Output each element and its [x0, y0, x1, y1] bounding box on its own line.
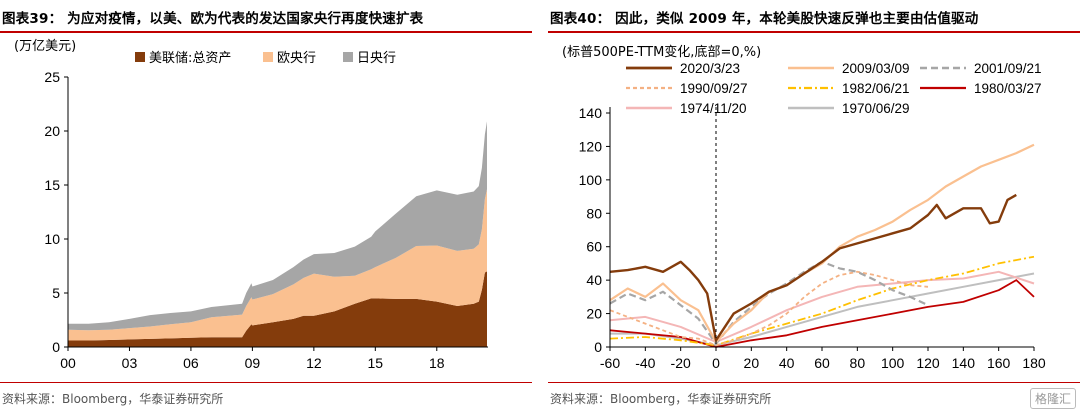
- left-title-rule: [0, 31, 532, 33]
- left-figure-title: 图表39： 为应对疫情，以美、欧为代表的发达国家央行再度快速扩表: [2, 11, 424, 27]
- left-x-tick-label: 00: [60, 355, 76, 371]
- right-x-tick-label: 100: [881, 355, 905, 371]
- right-y-tick-label: 40: [586, 272, 602, 288]
- area-series-2: [68, 121, 487, 331]
- watermark-logo: 格隆汇: [1029, 388, 1076, 409]
- left-x-tick-label: 09: [245, 355, 261, 371]
- left-legend-swatch: [343, 52, 353, 62]
- right-x-tick-label: 60: [814, 355, 830, 371]
- right-legend-label: 1990/09/27: [680, 81, 748, 96]
- right-x-tick-label: 140: [952, 355, 976, 371]
- line-series-1: [609, 143, 1035, 344]
- right-x-tick-label: -40: [635, 355, 655, 371]
- right-y-tick-label: 80: [586, 205, 602, 221]
- right-y-tick-label: 120: [579, 138, 603, 154]
- right-x-tick-label: 20: [744, 355, 760, 371]
- right-figure-title: 图表40： 因此，类似 2009 年，本轮美股快速反弹也主要由估值驱动: [550, 11, 979, 27]
- left-y-tick-label: 15: [44, 177, 60, 193]
- right-x-tick-label: 180: [1022, 355, 1046, 371]
- left-legend-label: 日央行: [357, 51, 396, 66]
- left-y-tick-label: 20: [44, 123, 60, 139]
- right-x-tick-label: 80: [850, 355, 866, 371]
- line-series-7: [610, 272, 1035, 347]
- left-y-tick-label: 25: [44, 69, 60, 85]
- left-y-tick-label: 10: [44, 231, 60, 247]
- left-source-rule: [0, 382, 532, 383]
- right-x-tick-label: 40: [779, 355, 795, 371]
- right-source-note: 资料来源：Bloomberg，华泰证券研究所: [550, 392, 772, 406]
- left-legend-label: 欧央行: [277, 51, 316, 66]
- right-x-tick-label: 0: [712, 355, 720, 371]
- line-series-0: [609, 193, 1017, 342]
- left-legend-label: 美联储:总资产: [149, 51, 231, 66]
- line-series-4: [609, 255, 1035, 347]
- right-y-tick-label: 140: [579, 105, 603, 121]
- right-legend-label: 2020/3/23: [680, 61, 740, 76]
- left-unit-label: (万亿美元): [14, 39, 76, 54]
- right-legend-label: 1974/11/20: [680, 101, 747, 116]
- right-unit-label: (标普500PE-TTM变化,底部=0,%): [562, 44, 761, 60]
- right-y-tick-label: 60: [586, 239, 602, 255]
- left-legend-swatch: [263, 52, 273, 62]
- right-title-rule: [548, 31, 1080, 33]
- right-y-tick-label: 100: [579, 172, 603, 188]
- right-x-tick-label: -60: [600, 355, 620, 371]
- right-y-tick-label: 20: [586, 306, 602, 322]
- left-legend-swatch: [135, 52, 145, 62]
- left-chart: (万亿美元) 0 5 10 15 20 25 00 03 06 09 12 15 18 美联储:总资产 欧央行…: [14, 39, 488, 371]
- line-series-6: [609, 270, 1035, 343]
- left-y-tick-label: 0: [52, 339, 60, 355]
- right-x-tick-label: 160: [987, 355, 1011, 371]
- line-series-3: [609, 270, 929, 347]
- right-legend-label: 2009/03/09: [842, 61, 910, 76]
- line-series-2: [609, 260, 929, 345]
- right-chart: (标普500PE-TTM变化,底部=0,%) 0 20 40 60 80 100 120 140…: [562, 44, 1046, 371]
- left-x-tick-label: 03: [122, 355, 138, 371]
- area-series-1: [68, 189, 487, 341]
- area-series-0: [68, 271, 487, 347]
- right-panel: 图表40： 因此，类似 2009 年，本轮美股快速反弹也主要由估值驱动 (标普5…: [548, 0, 1080, 413]
- left-y-tick-label: 5: [52, 285, 60, 301]
- left-x-tick-label: 06: [183, 355, 199, 371]
- left-panel: 图表39： 为应对疫情，以美、欧为代表的发达国家央行再度快速扩表 (万亿美元) 0…: [0, 0, 532, 413]
- left-x-tick-label: 15: [368, 355, 384, 371]
- right-legend-label: 1982/06/21: [842, 81, 910, 96]
- line-series-5: [609, 279, 1035, 348]
- left-x-tick-label: 12: [306, 355, 322, 371]
- left-x-tick-label: 18: [429, 355, 445, 371]
- left-source-note: 资料来源：Bloomberg，华泰证券研究所: [2, 392, 224, 406]
- right-y-tick-label: 0: [594, 339, 602, 355]
- right-x-tick-label: 120: [916, 355, 940, 371]
- right-source-rule: [548, 382, 1080, 383]
- right-legend-label: 2001/09/21: [974, 61, 1042, 76]
- right-legend-label: 1970/06/29: [842, 101, 910, 116]
- right-x-tick-label: -20: [671, 355, 691, 371]
- right-legend-label: 1980/03/27: [974, 81, 1042, 96]
